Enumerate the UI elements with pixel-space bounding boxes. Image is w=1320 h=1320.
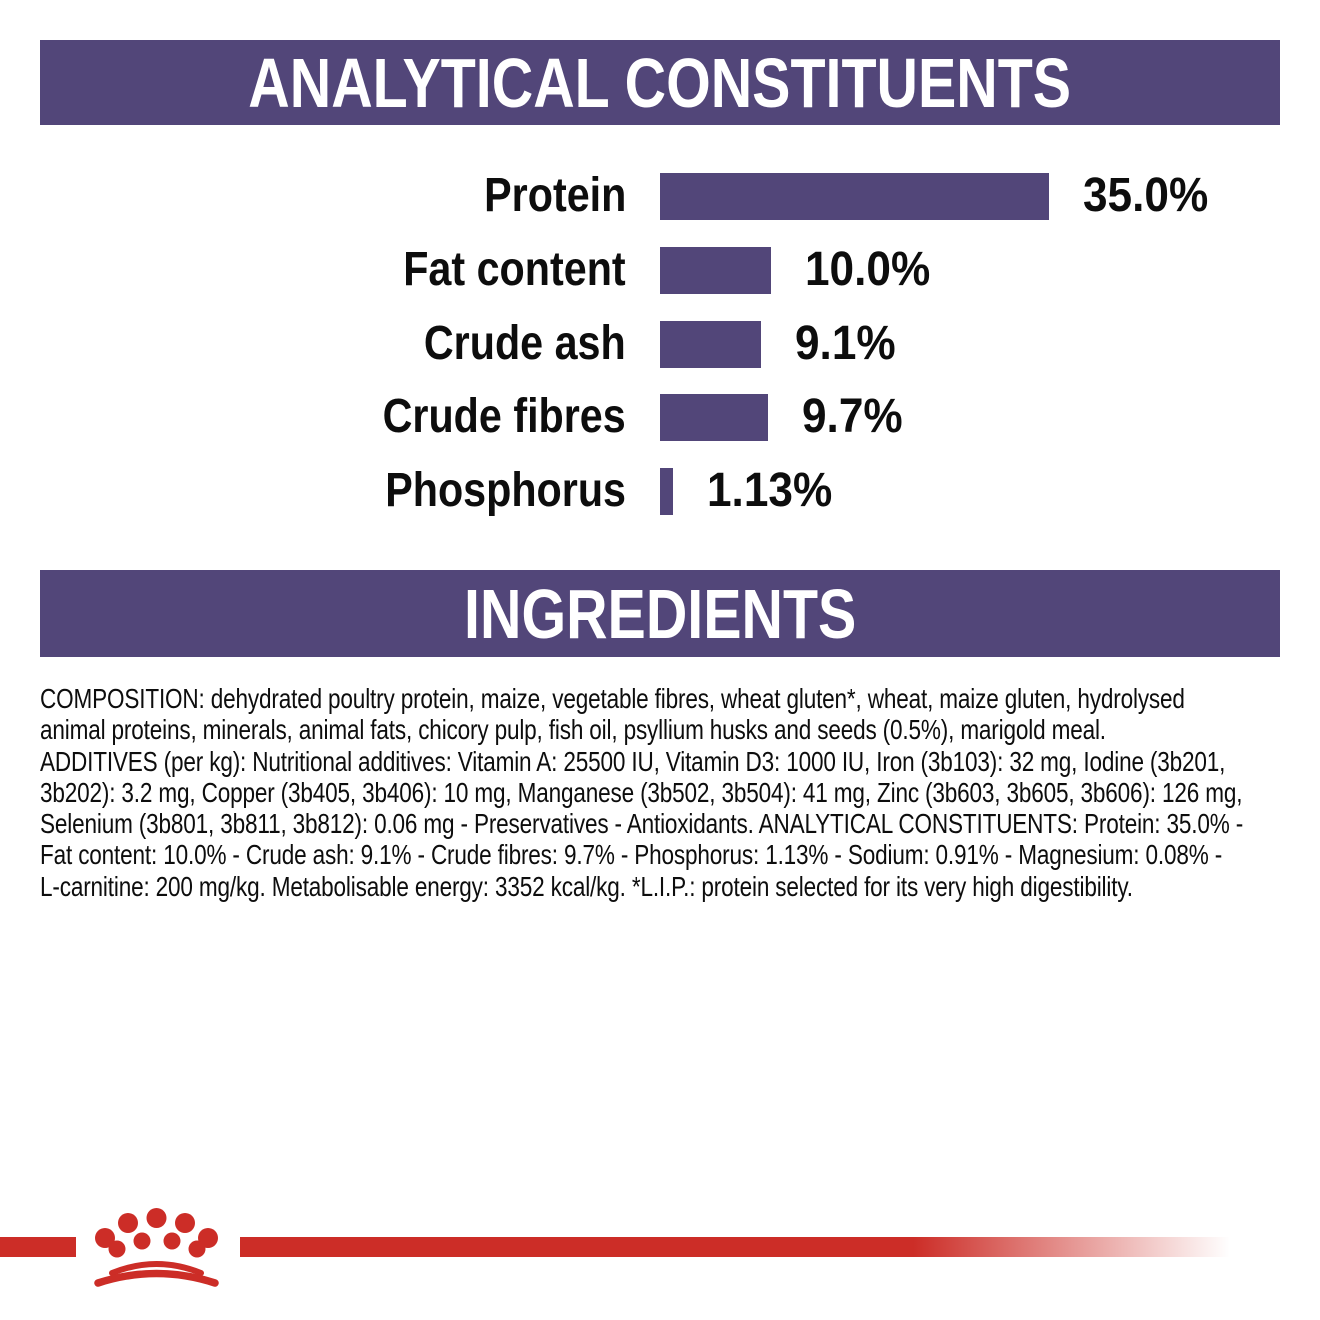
- crown-dot: [95, 1228, 115, 1248]
- chart-category-label: Crude ash: [424, 316, 626, 370]
- ingredients-title: INGREDIENTS: [463, 574, 857, 653]
- crown-dot: [108, 1240, 126, 1258]
- chart-row: Crude fibres 9.7%: [0, 389, 1320, 443]
- royal-canin-crown-icon: [94, 1208, 219, 1287]
- crown-dot: [175, 1213, 195, 1233]
- chart-value-label: 9.1%: [795, 316, 896, 370]
- brand-divider-line-right: [240, 1237, 1230, 1257]
- crown-dot: [188, 1240, 206, 1258]
- chart-bar: [660, 468, 673, 515]
- chart-row: Phosphorus 1.13%: [0, 463, 1320, 517]
- chart-value-label: 9.7%: [802, 389, 903, 443]
- chart-category-label: Protein: [483, 168, 626, 222]
- ingredients-text-line: Fat content: 10.0% - Crude ash: 9.1% - C…: [40, 839, 1223, 871]
- chart-bar: [660, 247, 771, 294]
- ingredients-text-line: ADDITIVES (per kg): Nutritional additive…: [40, 745, 1226, 777]
- chart-category-label: Phosphorus: [385, 463, 626, 517]
- chart-bar: [660, 321, 761, 368]
- chart-row: Fat content 10.0%: [0, 242, 1320, 296]
- ingredients-text-line: L-carnitine: 200 mg/kg. Metabolisable en…: [40, 870, 1133, 902]
- chart-category-label: Crude fibres: [382, 389, 626, 443]
- chart-row: Crude ash 9.1%: [0, 316, 1320, 370]
- chart-value-label: 1.13%: [707, 463, 833, 517]
- chart-bar: [660, 394, 768, 441]
- crown-dot: [133, 1232, 151, 1250]
- analytical-constituents-chart: Protein 35.0% Fat content 10.0% Crude ash 9.1…: [0, 0, 1320, 570]
- crown-arc: [109, 1261, 204, 1276]
- analytical-constituents-header: ANALYTICAL CONSTITUENTS: [40, 40, 1280, 125]
- crown-dot: [118, 1213, 138, 1233]
- chart-value-label: 10.0%: [805, 242, 931, 296]
- ingredients-header: INGREDIENTS: [40, 570, 1280, 657]
- ingredients-text-line: 3b202): 3.2 mg, Copper (3b405, 3b406): 1…: [40, 776, 1243, 808]
- analytical-constituents-title: ANALYTICAL CONSTITUENTS: [248, 43, 1072, 122]
- crown-arc: [94, 1269, 219, 1287]
- ingredients-text-line: Selenium (3b801, 3b811, 3b812): 0.06 mg …: [40, 808, 1244, 840]
- chart-value-label: 35.0%: [1083, 168, 1209, 222]
- crown-dot: [146, 1208, 167, 1228]
- ingredients-text-line: animal proteins, minerals, animal fats, …: [40, 714, 1106, 746]
- brand-divider-line-left: [0, 1237, 76, 1257]
- chart-row: Protein 35.0%: [0, 168, 1320, 222]
- ingredients-text-line: COMPOSITION: dehydrated poultry protein,…: [40, 683, 1185, 714]
- chart-category-label: Fat content: [403, 242, 626, 296]
- chart-bar: [660, 173, 1049, 220]
- ingredients-paragraph: COMPOSITION: dehydrated poultry protein,…: [40, 683, 1320, 902]
- crown-dot: [163, 1232, 181, 1250]
